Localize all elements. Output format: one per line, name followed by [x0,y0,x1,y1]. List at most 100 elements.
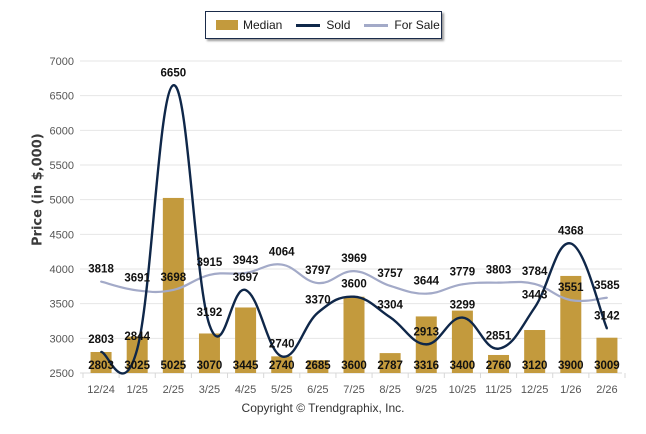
sold-data-label: 3192 [197,307,223,319]
sold-data-label: 3600 [341,279,367,291]
median-bar [343,296,365,373]
sold-point [172,84,175,87]
for-sale-point [316,282,319,285]
median-data-label: 2685 [305,360,331,372]
y-tick-label: 5000 [50,195,74,207]
legend-item-for-sale[interactable]: For Sale [364,18,440,32]
for-sale-point [389,284,392,287]
legend-item-median[interactable]: Median [216,18,282,32]
median-bar [198,333,220,373]
x-tick-label: 6/25 [307,384,328,396]
x-tick-label: 11/25 [485,384,512,396]
median-data-label: 3009 [594,360,620,372]
y-tick-label: 4000 [50,264,74,276]
x-tick-label: 7/25 [343,384,364,396]
for-sale-point [533,282,536,285]
sold-point [425,343,428,346]
median-bar [488,354,510,373]
sold-data-label: 3304 [377,299,403,311]
median-data-label: 3120 [522,360,548,372]
for-sale-data-label: 3969 [341,253,367,265]
sold-point [533,306,536,309]
for-sale-point [353,270,355,273]
median-bar [307,360,329,373]
x-tick-label: 10/25 [449,384,477,396]
median-bar [162,197,184,373]
median-data-label: 3070 [197,360,223,372]
for-sale-point [497,281,500,284]
sold-data-label: 2803 [88,334,114,346]
sold-data-label: 6650 [161,67,187,79]
x-tick-label: 9/25 [416,384,437,396]
median-swatch-icon [216,20,238,30]
median-data-label: 2787 [377,360,403,372]
for-sale-data-label: 3818 [88,264,114,276]
sold-point [208,324,211,327]
y-axis-label: Price (in $,000) [30,133,46,246]
sold-data-label: 2851 [486,331,512,343]
for-sale-point [136,289,139,292]
sold-point [353,295,355,298]
for-sale-point [208,273,211,276]
sold-point [244,289,247,292]
sold-data-label: 4368 [558,225,584,237]
y-tick-label: 6000 [50,125,74,137]
median-data-label: 3025 [124,360,150,372]
for-sale-point [461,283,464,286]
for-sale-point [172,288,175,291]
sold-point [316,311,319,314]
sold-point [497,347,500,350]
median-data-label: 5025 [161,360,187,372]
sold-point [569,242,572,245]
for-sale-data-label: 3797 [305,265,331,277]
y-tick-label: 7000 [50,56,74,68]
for-sale-data-label: 4064 [269,247,295,259]
median-bar [379,353,401,373]
median-bar [271,356,293,373]
sold-point [389,316,392,319]
for-sale-data-label: 3585 [594,280,620,292]
median-bar [524,330,546,373]
median-data-label: 2760 [486,360,512,372]
x-tick-label: 5/25 [271,384,292,396]
sold-data-label: 3697 [233,272,259,284]
median-bar [596,337,618,373]
sold-data-label: 2913 [413,326,439,338]
median-data-label: 3316 [413,360,439,372]
x-tick-label: 2/26 [596,384,617,396]
for-sale-point [280,263,283,266]
legend-label: Sold [326,18,351,32]
sold-data-label: 3299 [450,300,476,312]
sold-point [136,348,139,351]
sold-line [100,84,609,375]
for-sale-point [569,299,572,302]
y-tick-label: 3500 [50,299,74,311]
sold-data-label: 3142 [594,310,620,322]
y-tick-label: 4500 [50,229,74,241]
sold-point [280,355,283,358]
median-data-label: 3600 [341,360,367,372]
for-sale-data-label: 3644 [413,276,439,288]
x-tick-label: 1/25 [126,384,147,396]
for-sale-swatch-icon [364,23,389,27]
copyright-text: Copyright © Trendgraphix, Inc. [241,401,405,415]
x-tick-label: 4/25 [235,384,256,396]
x-tick-label: 1/26 [560,384,581,396]
for-sale-data-label: 3698 [161,272,187,284]
sold-point [605,327,608,330]
x-tick-label: 8/25 [379,384,400,396]
for-sale-data-label: 3757 [377,268,403,280]
for-sale-point [100,280,103,283]
sold-data-label: 2844 [124,331,150,343]
median-data-label: 2740 [269,360,295,372]
x-tick-label: 2/25 [163,384,184,396]
for-sale-data-label: 3784 [522,266,548,278]
median-bar [451,310,473,373]
for-sale-point [244,271,247,274]
sold-data-label: 3443 [522,290,548,302]
legend-item-sold[interactable]: Sold [296,18,350,32]
y-tick-label: 6500 [50,91,74,103]
sold-point [100,350,103,353]
legend-label: Median [243,18,283,32]
